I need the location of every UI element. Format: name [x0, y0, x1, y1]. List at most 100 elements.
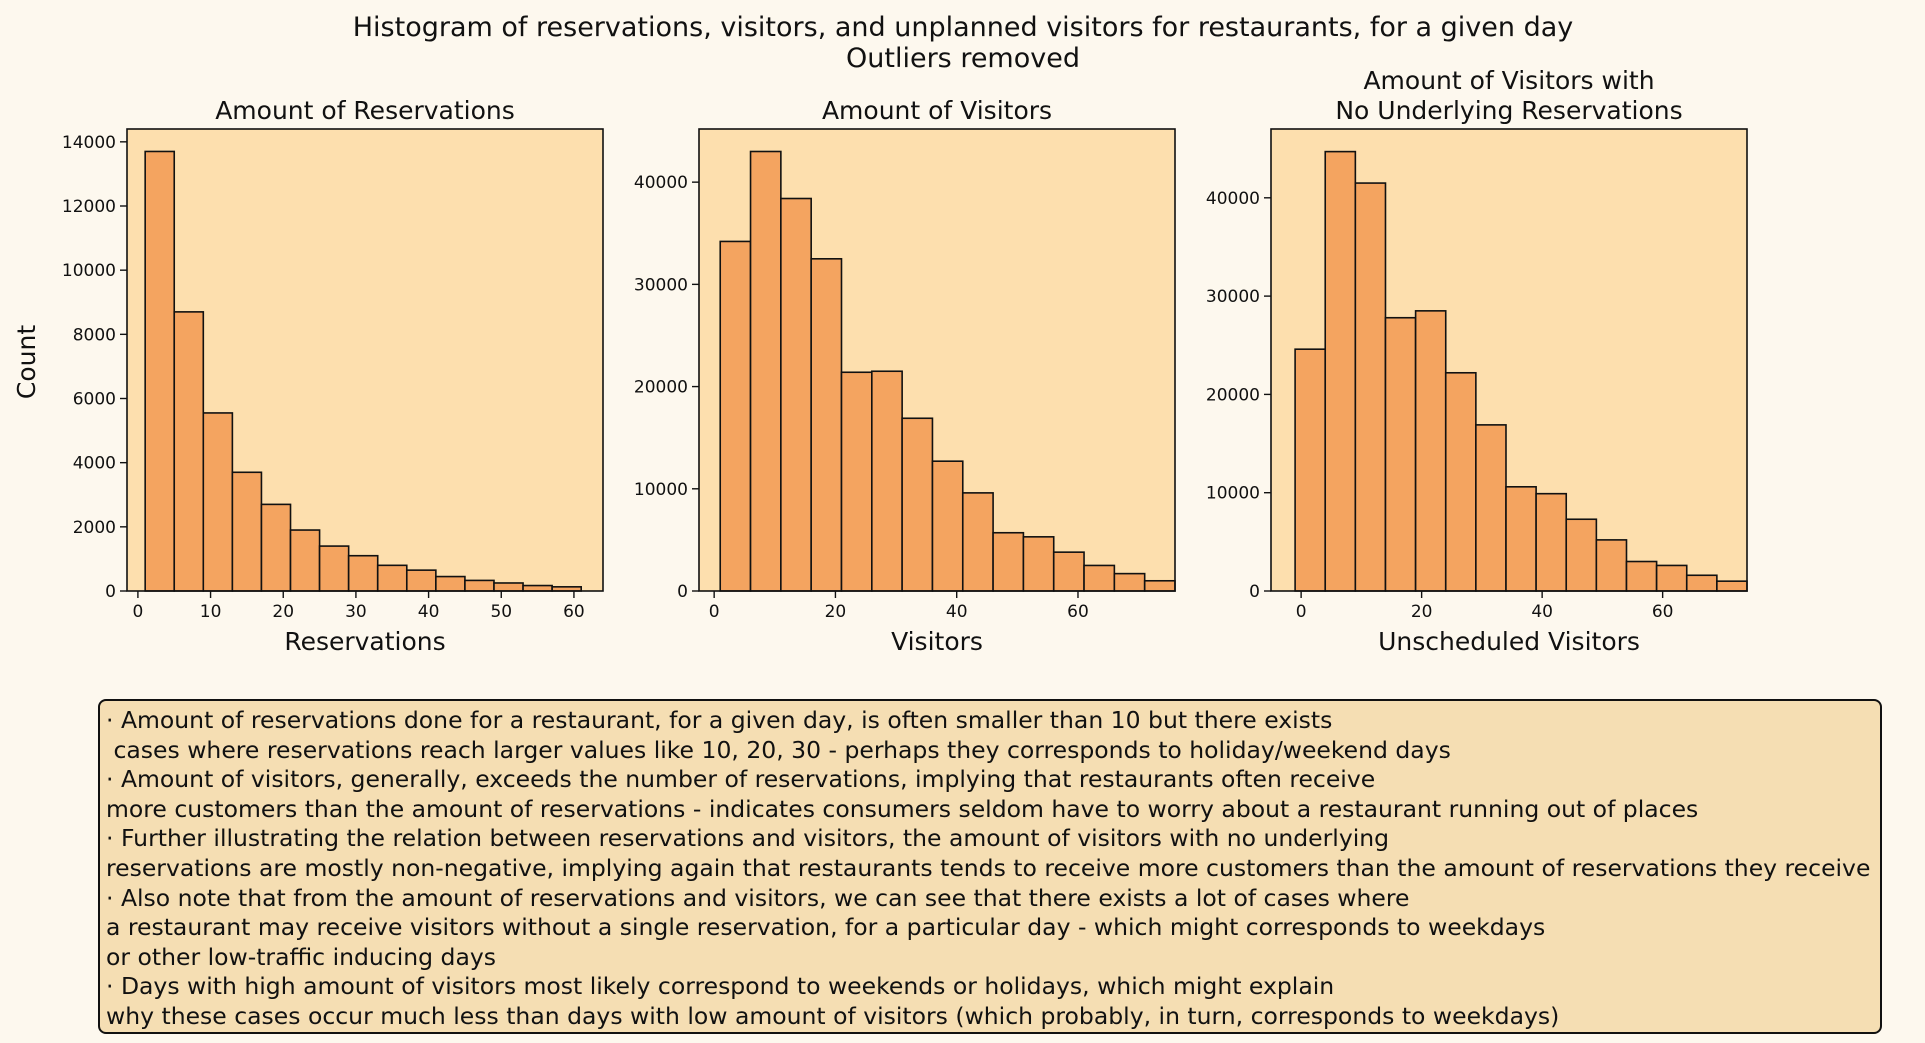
histogram-bar [405, 569, 437, 592]
histogram-bar [435, 575, 466, 592]
histogram-bar [318, 545, 350, 592]
histogram-bar [376, 564, 408, 592]
note-line: or other low-traffic inducing days [106, 942, 497, 971]
histogram-bar [1143, 579, 1176, 592]
note-line: · Also note that from the amount of rese… [106, 883, 1410, 912]
histogram-bar [231, 471, 263, 592]
y-tick-label: 40000 [1206, 189, 1260, 209]
y-tick-label: 10000 [1206, 484, 1260, 504]
histogram-bar [1655, 564, 1688, 592]
observations-note-box: · Amount of reservations done for a rest… [98, 699, 1882, 1034]
y-tick-label: 10000 [62, 261, 116, 281]
note-line: a restaurant may receive visitors withou… [106, 913, 1546, 942]
y-tick-label: 8000 [73, 325, 116, 345]
histogram-bar [1475, 424, 1507, 592]
histogram-bar [493, 582, 524, 592]
x-tick-label: 20 [825, 602, 847, 622]
y-tick-label: 0 [1249, 582, 1260, 602]
histogram-panel: 0 10 20 30 40 50 60 0 2000 4000 6000 8000 10000 12000… [62, 96, 604, 656]
x-axis-label: Reservations [284, 627, 445, 656]
histogram-bar [289, 529, 321, 592]
y-tick-label: 20000 [634, 378, 688, 398]
histogram-bar [260, 503, 292, 592]
x-tick-label: 0 [709, 602, 720, 622]
histogram-panels: 0 10 20 30 40 50 60020004000600080001000012000… [62, 66, 1748, 656]
y-tick-label: 30000 [634, 275, 688, 295]
histogram-bar [1505, 486, 1537, 592]
histogram-bar [522, 584, 553, 592]
histogram-bar [961, 492, 994, 592]
x-tick-label: 40 [418, 602, 440, 622]
histogram-bar [1625, 560, 1658, 592]
histogram-bar [173, 311, 205, 592]
histogram-bar [144, 150, 176, 592]
x-tick-label: 30 [345, 602, 367, 622]
histogram-bar [1294, 348, 1327, 592]
histogram-figure: Histogram of reservations, visitors, and… [12, 12, 1748, 656]
histogram-bar [1022, 536, 1055, 592]
note-line: · Further illustrating the relation betw… [106, 824, 1390, 853]
y-tick-label: 20000 [1206, 385, 1260, 405]
x-tick-label: 20 [272, 602, 294, 622]
histogram-bar [347, 554, 379, 592]
note-line: reservations are mostly non-negative, im… [106, 853, 1871, 882]
histogram-bar [1716, 580, 1748, 592]
histogram-bar [1354, 182, 1387, 592]
histogram-bar [1414, 310, 1447, 592]
x-tick-label: 60 [563, 602, 585, 622]
note-line: why these cases occur much less than day… [106, 1001, 1560, 1030]
panel-title: Amount of Visitors with [1363, 66, 1654, 95]
axes-frame [126, 128, 604, 592]
y-tick-label: 14000 [62, 133, 116, 153]
x-tick-label: 0 [1296, 602, 1307, 622]
figure-suptitle: Histogram of reservations, visitors, and… [353, 12, 1574, 43]
x-tick-label: 40 [1531, 602, 1553, 622]
x-axis-label: Unscheduled Visitors [1378, 627, 1640, 656]
histogram-bar [901, 417, 934, 592]
histogram-bar [871, 370, 903, 592]
histogram-bar [202, 412, 234, 592]
axes-frame [698, 128, 1176, 592]
y-tick-label: 10000 [634, 480, 688, 500]
note-line: more customers than the amount of reserv… [106, 794, 1699, 823]
panel-title: No Underlying Reservations [1335, 96, 1682, 125]
histogram-bar [1384, 316, 1417, 592]
x-tick-label: 0 [132, 602, 143, 622]
y-tick-label: 0 [677, 582, 688, 602]
y-tick-label: 40000 [634, 173, 688, 193]
histogram-bar [992, 531, 1025, 592]
note-line: · Days with high amount of visitors most… [106, 972, 1335, 1001]
histogram-bar [1052, 551, 1085, 592]
histogram-bar [1113, 572, 1146, 592]
histogram-bar [1535, 492, 1568, 592]
figure-subtitle: Outliers removed [846, 43, 1080, 74]
histogram-bar [1685, 574, 1718, 592]
y-tick-label: 6000 [73, 390, 116, 410]
x-tick-label: 20 [1411, 602, 1433, 622]
note-line: cases where reservations reach larger va… [106, 735, 1451, 764]
panel-title: Amount of Visitors [822, 96, 1052, 125]
histogram-bar [931, 460, 964, 592]
x-tick-label: 60 [1652, 602, 1674, 622]
shared-y-axis-label: Count [12, 325, 41, 399]
histogram-bar [464, 579, 495, 592]
axes-frame [1270, 128, 1748, 592]
histogram-bar [1595, 539, 1628, 592]
panel-title: Amount of Reservations [215, 96, 515, 125]
histogram-bar [780, 197, 812, 592]
x-tick-label: 60 [1067, 602, 1089, 622]
histogram-bar [1565, 518, 1598, 592]
histogram-bar [1083, 564, 1116, 592]
histogram-bar [1324, 150, 1357, 592]
histogram-bar [1444, 371, 1477, 592]
y-tick-label: 30000 [1206, 287, 1260, 307]
note-line: · Amount of reservations done for a rest… [106, 706, 1333, 734]
y-tick-label: 2000 [73, 518, 116, 538]
histogram-bar [840, 371, 873, 592]
histogram-bar [810, 258, 843, 592]
y-tick-label: 0 [105, 582, 116, 602]
histogram-bar [719, 240, 752, 592]
y-tick-label: 4000 [73, 454, 116, 474]
x-tick-label: 50 [490, 602, 512, 622]
histogram-panel: 0 20 40 60 0 10000 20000 30000 40000 Unscheduled … [1206, 66, 1748, 656]
